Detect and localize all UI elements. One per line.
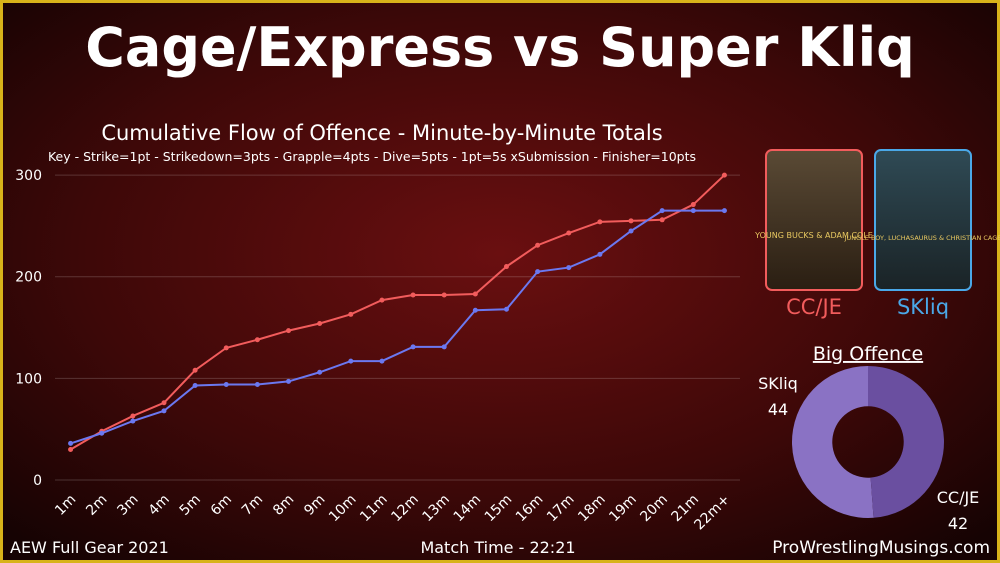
pie-label: CC/JE: [937, 488, 980, 507]
point: [379, 358, 385, 364]
point: [659, 208, 665, 214]
point: [721, 208, 727, 214]
point: [566, 230, 572, 236]
point: [223, 381, 229, 387]
poster-caption: YOUNG BUCKS & ADAM COLE: [754, 231, 873, 240]
point: [99, 430, 105, 436]
point: [130, 413, 136, 419]
point: [566, 265, 572, 271]
point: [503, 264, 509, 270]
point: [410, 292, 416, 298]
point: [472, 291, 478, 297]
point: [597, 219, 603, 225]
point: [628, 218, 634, 224]
point: [410, 344, 416, 350]
point: [348, 358, 354, 364]
point: [254, 337, 260, 343]
pie-label: SKliq: [758, 374, 798, 393]
point: [535, 242, 541, 248]
point: [535, 269, 541, 275]
point: [348, 311, 354, 317]
poster: YOUNG BUCKS & ADAM COLE JUNGLE BOY, LUCH…: [754, 149, 1000, 291]
series-line: [70, 174, 726, 451]
point: [254, 381, 260, 387]
pie-slice: [791, 366, 874, 519]
point: [286, 378, 292, 384]
point: [379, 297, 385, 303]
point: [690, 202, 696, 208]
poster-label: SKliq: [897, 295, 949, 319]
y-tick-label: 0: [33, 473, 42, 489]
point: [192, 367, 198, 373]
point: [317, 369, 323, 375]
point: [597, 251, 603, 257]
y-tick-label: 100: [15, 371, 42, 387]
point: [441, 292, 447, 298]
footer-left: AEW Full Gear 2021: [10, 538, 169, 557]
point: [192, 382, 198, 388]
point: [503, 306, 509, 312]
y-tick-label: 300: [15, 168, 42, 184]
point: [441, 344, 447, 350]
point: [161, 400, 167, 406]
point: [68, 440, 74, 446]
pie-slice: [868, 366, 944, 518]
pie-value: 42: [948, 514, 968, 533]
point: [130, 418, 136, 424]
pie-value: 44: [768, 400, 788, 419]
y-tick-label: 200: [15, 270, 42, 286]
point: [317, 320, 323, 326]
point: [628, 228, 634, 234]
series-line: [70, 209, 725, 445]
point: [223, 345, 229, 351]
point: [68, 447, 74, 453]
footer-center: Match Time - 22:21: [420, 538, 575, 557]
point: [472, 307, 478, 313]
point: [690, 208, 696, 214]
poster-label: CC/JE: [786, 295, 842, 319]
point: [286, 328, 292, 334]
point: [161, 408, 167, 414]
point: [721, 172, 727, 178]
footer-right: ProWrestlingMusings.com: [772, 538, 990, 558]
poster-caption: JUNGLE BOY, LUCHASAURUS & CHRISTIAN CAGE: [844, 234, 1000, 242]
page-title: Cage/Express vs Super Kliq: [85, 16, 915, 79]
chart-title: Cumulative Flow of Offence - Minute-by-M…: [101, 121, 662, 145]
pie-title: Big Offence: [813, 343, 923, 365]
chart-subtitle: Key - Strike=1pt - Strikedown=3pts - Gra…: [48, 149, 696, 164]
point: [659, 217, 665, 223]
